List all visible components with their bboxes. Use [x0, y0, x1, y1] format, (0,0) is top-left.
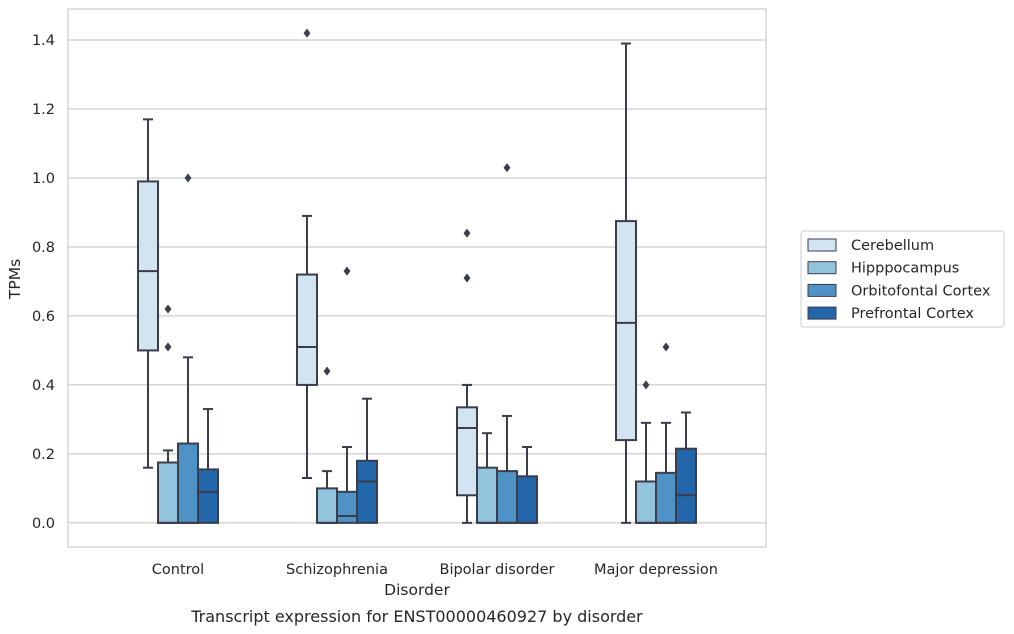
legend-label: Cerebellum — [851, 238, 934, 254]
y-tick-label: 0.6 — [32, 309, 55, 325]
box-group — [635, 380, 657, 524]
y-tick-label: 1.2 — [32, 102, 55, 118]
box — [336, 490, 358, 524]
box-group — [197, 408, 219, 524]
box-group — [615, 42, 637, 524]
box-group — [496, 163, 518, 524]
box-group — [177, 173, 199, 524]
box — [675, 447, 697, 524]
outlier-point — [642, 380, 650, 390]
y-tick-label: 1.0 — [32, 171, 55, 187]
box — [476, 466, 498, 524]
boxes-layer — [137, 28, 697, 524]
legend-label: Hipppocampus — [851, 261, 959, 277]
box-group — [675, 411, 697, 524]
box-group — [316, 366, 338, 524]
outlier-point — [164, 342, 172, 352]
legend-label: Orbitofontal Cortex — [851, 283, 991, 299]
y-tick-label: 0.4 — [32, 378, 55, 394]
box-group — [456, 228, 478, 524]
outlier-point — [303, 28, 311, 38]
box — [177, 442, 199, 524]
legend-label: Prefrontal Cortex — [851, 306, 974, 322]
box-group — [336, 266, 358, 524]
box — [655, 471, 677, 524]
box — [615, 220, 637, 442]
legend-frame — [800, 230, 1005, 328]
y-tick-label: 0.0 — [32, 516, 55, 532]
outlier-point — [184, 173, 192, 183]
outlier-point — [662, 342, 670, 352]
outlier-point — [503, 163, 511, 173]
chart-caption: Transcript expression for ENST0000046092… — [190, 607, 643, 626]
x-tick-label: Control — [152, 562, 204, 578]
box — [516, 475, 538, 524]
legend-swatch — [807, 283, 837, 297]
box — [137, 180, 159, 352]
box-group — [157, 304, 179, 524]
box — [157, 461, 179, 524]
y-tick-label: 1.4 — [32, 33, 55, 49]
box — [635, 480, 657, 524]
x-axis-label: Disorder — [384, 581, 450, 599]
legend: Cerebellum Hipppocampus Orbitofontal Corte… — [800, 230, 1005, 328]
y-tick-label: 0.8 — [32, 240, 55, 256]
x-tick-label: Schizophrenia — [286, 562, 388, 578]
box-group — [137, 118, 159, 469]
outlier-point — [323, 366, 331, 376]
y-tick-label: 0.2 — [32, 447, 55, 463]
box-group — [655, 342, 677, 524]
box-group — [476, 432, 498, 524]
outlier-point — [164, 304, 172, 314]
box-group — [296, 28, 318, 480]
y-tick-labels: 0.0 0.2 0.4 0.6 0.8 1.0 1.2 1.4 — [32, 33, 55, 532]
x-tick-label: Major depression — [594, 562, 718, 578]
legend-swatch — [807, 238, 837, 252]
box — [496, 470, 518, 524]
x-tick-labels: Control Schizophrenia Bipolar disorder Majo… — [152, 562, 718, 578]
box — [356, 459, 378, 524]
y-axis-label: TPMs — [6, 259, 24, 300]
plot-frame — [67, 8, 767, 548]
box — [456, 406, 478, 497]
outlier-point — [463, 228, 471, 238]
legend-swatch — [807, 261, 837, 275]
legend-swatch — [807, 306, 837, 320]
outlier-point — [463, 273, 471, 283]
outlier-point — [343, 266, 351, 276]
box-group — [516, 445, 538, 524]
box — [296, 273, 318, 386]
box — [316, 487, 338, 524]
x-tick-label: Bipolar disorder — [440, 562, 555, 578]
box — [197, 468, 219, 524]
box-group — [356, 397, 378, 524]
